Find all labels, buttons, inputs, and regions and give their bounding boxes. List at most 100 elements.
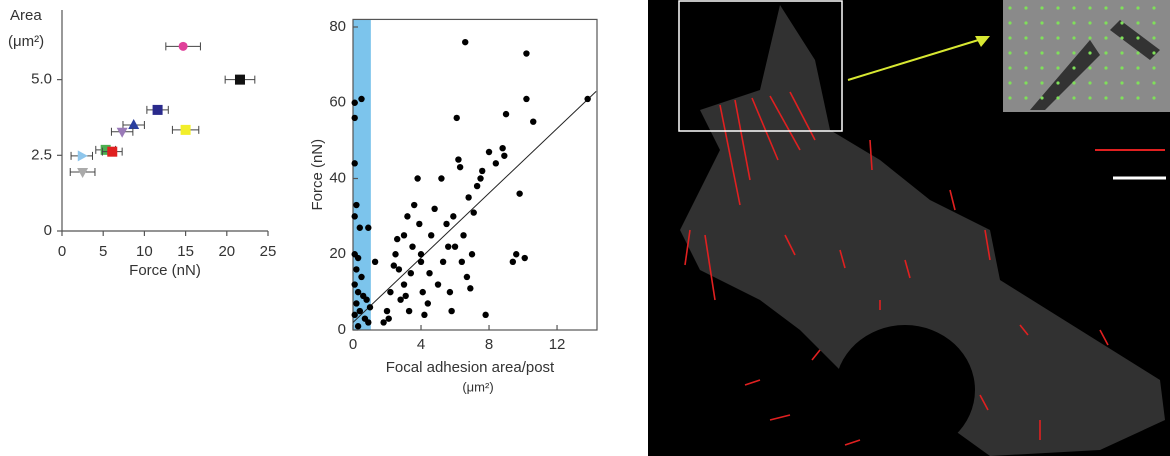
point bbox=[385, 315, 392, 322]
force-arrow bbox=[811, 349, 821, 361]
y-tick-label: 0 bbox=[44, 222, 52, 239]
x-tick-label: 0 bbox=[349, 336, 357, 353]
point bbox=[492, 160, 500, 167]
inset-post bbox=[1120, 81, 1124, 85]
point bbox=[434, 281, 442, 288]
point bbox=[351, 281, 358, 288]
force-arrow bbox=[734, 99, 751, 181]
point bbox=[128, 119, 140, 130]
inset-post bbox=[1008, 96, 1012, 100]
point bbox=[353, 300, 360, 307]
inset-post bbox=[1136, 36, 1140, 40]
point bbox=[521, 254, 528, 262]
point bbox=[424, 300, 432, 307]
inset-post bbox=[1152, 36, 1156, 40]
inset-post bbox=[1136, 51, 1140, 55]
point bbox=[234, 74, 245, 85]
point bbox=[400, 281, 408, 288]
point bbox=[523, 95, 530, 103]
inset-post bbox=[1120, 21, 1124, 25]
inset-post bbox=[1024, 96, 1028, 100]
x-tick-label: 20 bbox=[218, 243, 235, 260]
inset-post bbox=[1088, 6, 1092, 10]
point bbox=[116, 127, 128, 138]
x-tick-label: 10 bbox=[136, 243, 153, 260]
inset-post bbox=[1072, 81, 1076, 85]
point bbox=[516, 190, 523, 197]
point bbox=[411, 201, 418, 209]
point bbox=[77, 150, 88, 162]
point bbox=[513, 251, 520, 258]
y-tick-label: 60 bbox=[329, 94, 346, 111]
point bbox=[417, 251, 425, 258]
force-arrow bbox=[1099, 329, 1109, 346]
inset-post bbox=[1056, 36, 1060, 40]
point bbox=[400, 232, 408, 239]
inset-post bbox=[1008, 21, 1012, 25]
inset-post bbox=[1120, 96, 1124, 100]
force-arrow bbox=[984, 229, 991, 261]
plot-frame bbox=[352, 18, 598, 331]
force-arrow bbox=[751, 97, 779, 161]
inset-post bbox=[1056, 96, 1060, 100]
x-tick-label: 0 bbox=[58, 243, 66, 260]
zoom-box bbox=[678, 0, 843, 132]
inset-post bbox=[1152, 66, 1156, 70]
force-arrow bbox=[789, 91, 816, 141]
point bbox=[414, 175, 421, 182]
point bbox=[509, 258, 517, 266]
inset-post bbox=[1072, 6, 1076, 10]
force-arrow bbox=[704, 234, 716, 301]
inset-post bbox=[1104, 66, 1108, 70]
inset-post bbox=[1104, 36, 1108, 40]
point bbox=[416, 220, 423, 228]
inset-post bbox=[1136, 21, 1140, 25]
inset-post bbox=[1104, 51, 1108, 55]
inset-post bbox=[1056, 66, 1060, 70]
inset-post bbox=[1072, 51, 1076, 55]
point bbox=[395, 266, 403, 273]
axes bbox=[61, 10, 268, 232]
point bbox=[353, 266, 360, 273]
point bbox=[356, 307, 364, 315]
x-tick-label: 15 bbox=[177, 243, 194, 260]
force-arrow bbox=[684, 229, 691, 266]
point bbox=[358, 273, 365, 281]
y-tick-label: 40 bbox=[329, 169, 346, 186]
inset-post bbox=[1104, 21, 1108, 25]
point bbox=[460, 232, 467, 239]
point bbox=[501, 152, 508, 159]
y-tick-label: 2.5 bbox=[31, 146, 52, 163]
point bbox=[458, 258, 466, 266]
force-arrow bbox=[1019, 324, 1029, 336]
point bbox=[351, 213, 358, 220]
point bbox=[365, 224, 372, 231]
force-arrow bbox=[769, 95, 801, 151]
inset-post bbox=[1024, 21, 1028, 25]
point bbox=[530, 118, 537, 125]
point bbox=[354, 254, 362, 262]
force-arrow bbox=[979, 394, 989, 411]
point bbox=[417, 258, 425, 266]
point bbox=[470, 209, 477, 216]
point bbox=[502, 110, 510, 118]
inset-post bbox=[1136, 6, 1140, 10]
cell-body bbox=[680, 5, 1165, 456]
point bbox=[351, 114, 358, 122]
point bbox=[351, 311, 358, 319]
inset-post bbox=[1056, 51, 1060, 55]
point bbox=[479, 167, 486, 175]
inset-post bbox=[1088, 36, 1092, 40]
point bbox=[353, 201, 360, 209]
inset-post bbox=[1088, 81, 1092, 85]
point bbox=[473, 182, 481, 190]
force-arrow bbox=[904, 259, 911, 279]
point bbox=[465, 194, 472, 201]
inset-post bbox=[1040, 96, 1044, 100]
inset-post bbox=[1072, 96, 1076, 100]
fit-line bbox=[352, 91, 597, 323]
point bbox=[180, 124, 191, 135]
inset-post bbox=[1008, 51, 1012, 55]
force-arrow bbox=[769, 414, 791, 421]
